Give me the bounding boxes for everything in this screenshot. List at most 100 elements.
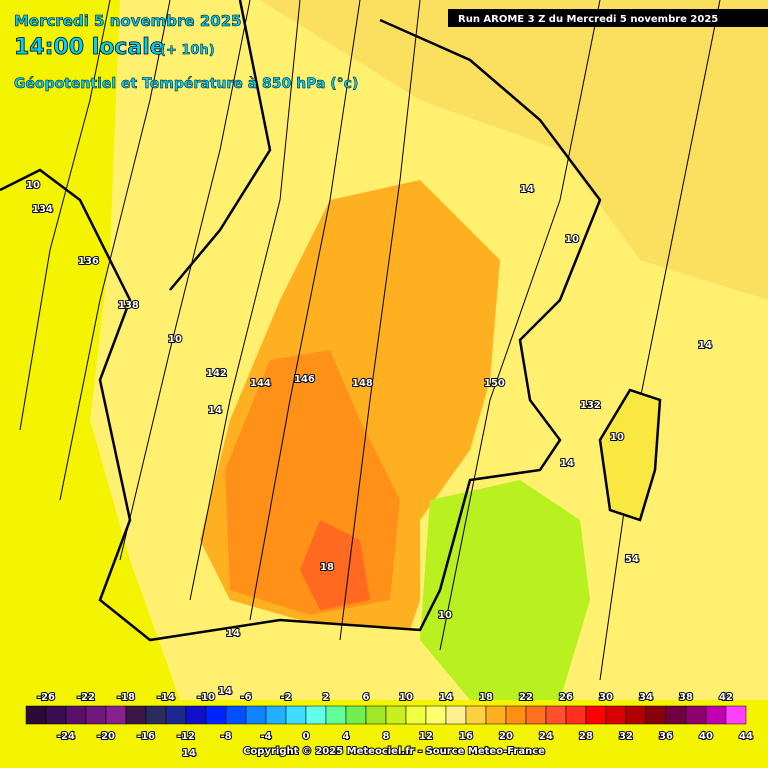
contour-label: 14 [226, 628, 240, 639]
contour-label: 10 [26, 180, 40, 191]
legend-label: -22 [77, 692, 95, 703]
legend-swatch [325, 705, 347, 725]
contour-label: 10 [438, 610, 452, 621]
offset: (+ 10h) [160, 43, 215, 58]
legend-swatch [565, 705, 587, 725]
contour-label: 10 [610, 432, 624, 443]
contour-label: 10 [565, 234, 579, 245]
date: Mercredi 5 novembre 2025 [14, 12, 242, 30]
contour-label: 132 [580, 400, 601, 411]
legend-label: -6 [240, 692, 251, 703]
legend-label: -26 [37, 692, 55, 703]
legend-label: 30 [599, 692, 613, 703]
geopotential-contours [19, 0, 721, 681]
legend-swatch [205, 705, 227, 725]
legend-label: 20 [499, 731, 513, 742]
legend-label: 36 [659, 731, 673, 742]
legend-swatch [405, 705, 427, 725]
legend-label: 28 [579, 731, 593, 742]
cool-zone [420, 480, 590, 700]
copyright: Copyright © 2025 Meteociel.fr - Source M… [243, 746, 545, 757]
legend-swatch [125, 705, 147, 725]
legend-swatch [305, 705, 327, 725]
time: 14:00 locale [14, 35, 165, 60]
legend-label: -4 [260, 731, 271, 742]
legend-swatch [445, 705, 467, 725]
legend-swatch [225, 705, 247, 725]
legend-swatch [265, 705, 287, 725]
product: Géopotentiel et Température à 850 hPa (°… [14, 76, 358, 92]
legend-label: 16 [459, 731, 473, 742]
legend-label: 14 [439, 692, 453, 703]
legend-label: 0 [303, 731, 310, 742]
legend-label: -2 [280, 692, 291, 703]
legend-swatch [585, 705, 607, 725]
legend-swatch [245, 705, 267, 725]
legend-label: -16 [137, 731, 155, 742]
contour-label: 18 [320, 562, 334, 573]
legend-swatch [685, 705, 707, 725]
contour-label: 142 [206, 368, 227, 379]
legend-swatch [645, 705, 667, 725]
legend-label: 2 [323, 692, 330, 703]
legend-label: 12 [419, 731, 433, 742]
legend-label: 32 [619, 731, 633, 742]
legend-swatch [25, 705, 47, 725]
run-title: Run AROME 3 Z du Mercredi 5 novembre 202… [458, 14, 718, 25]
contour-label: 10 [168, 334, 182, 345]
legend-swatch [465, 705, 487, 725]
legend-swatch [105, 705, 127, 725]
contour-label: 14 [218, 686, 232, 697]
legend-swatch [725, 705, 747, 725]
legend-swatch [625, 705, 647, 725]
legend-swatch [365, 705, 387, 725]
legend-label: 44 [739, 731, 753, 742]
run-box [448, 9, 768, 27]
legend-swatch [345, 705, 367, 725]
contour-label: 14 [698, 340, 712, 351]
legend-swatch [425, 705, 447, 725]
legend-label: 10 [399, 692, 413, 703]
contour-label: 136 [78, 256, 99, 267]
contour-label: 148 [352, 378, 373, 389]
legend-swatch [45, 705, 67, 725]
legend-label: 4 [343, 731, 350, 742]
legend-swatch [605, 705, 627, 725]
legend-label: -24 [57, 731, 75, 742]
legend-label: 26 [559, 692, 573, 703]
legend-swatch [85, 705, 107, 725]
legend-swatch [285, 705, 307, 725]
legend-label: 24 [539, 731, 553, 742]
legend-swatch [185, 705, 207, 725]
contour-label: 144 [250, 378, 271, 389]
legend-label: 6 [363, 692, 370, 703]
color-legend: -26 -22 -18 -14 -10 -6 -2 2 6 10 14 18 22 26 30 34 38 42-… [25, 691, 754, 743]
legend-swatch [545, 705, 567, 725]
coastlines [0, 0, 602, 642]
contour-label: 54 [625, 554, 639, 565]
legend-label: 8 [383, 731, 390, 742]
legend-swatch [705, 705, 727, 725]
contour-label: 138 [118, 300, 139, 311]
contour-label: 146 [294, 374, 315, 385]
contour-label: 14 [520, 184, 534, 195]
warm-zone-north [260, 0, 768, 300]
legend-label: -20 [97, 731, 115, 742]
legend-swatch [65, 705, 87, 725]
legend-label: 38 [679, 692, 693, 703]
legend-label: 18 [479, 692, 493, 703]
contour-label: 14 [560, 458, 574, 469]
legend-swatch [165, 705, 187, 725]
legend-swatch [385, 705, 407, 725]
legend-swatch [485, 705, 507, 725]
contour-label: 134 [32, 204, 53, 215]
legend-label: -14 [157, 692, 175, 703]
legend-swatch [525, 705, 547, 725]
legend-label: -10 [197, 692, 215, 703]
legend-label: 40 [699, 731, 713, 742]
contour-label: 14 [182, 748, 196, 759]
legend-label: -12 [177, 731, 195, 742]
legend-swatch [665, 705, 687, 725]
